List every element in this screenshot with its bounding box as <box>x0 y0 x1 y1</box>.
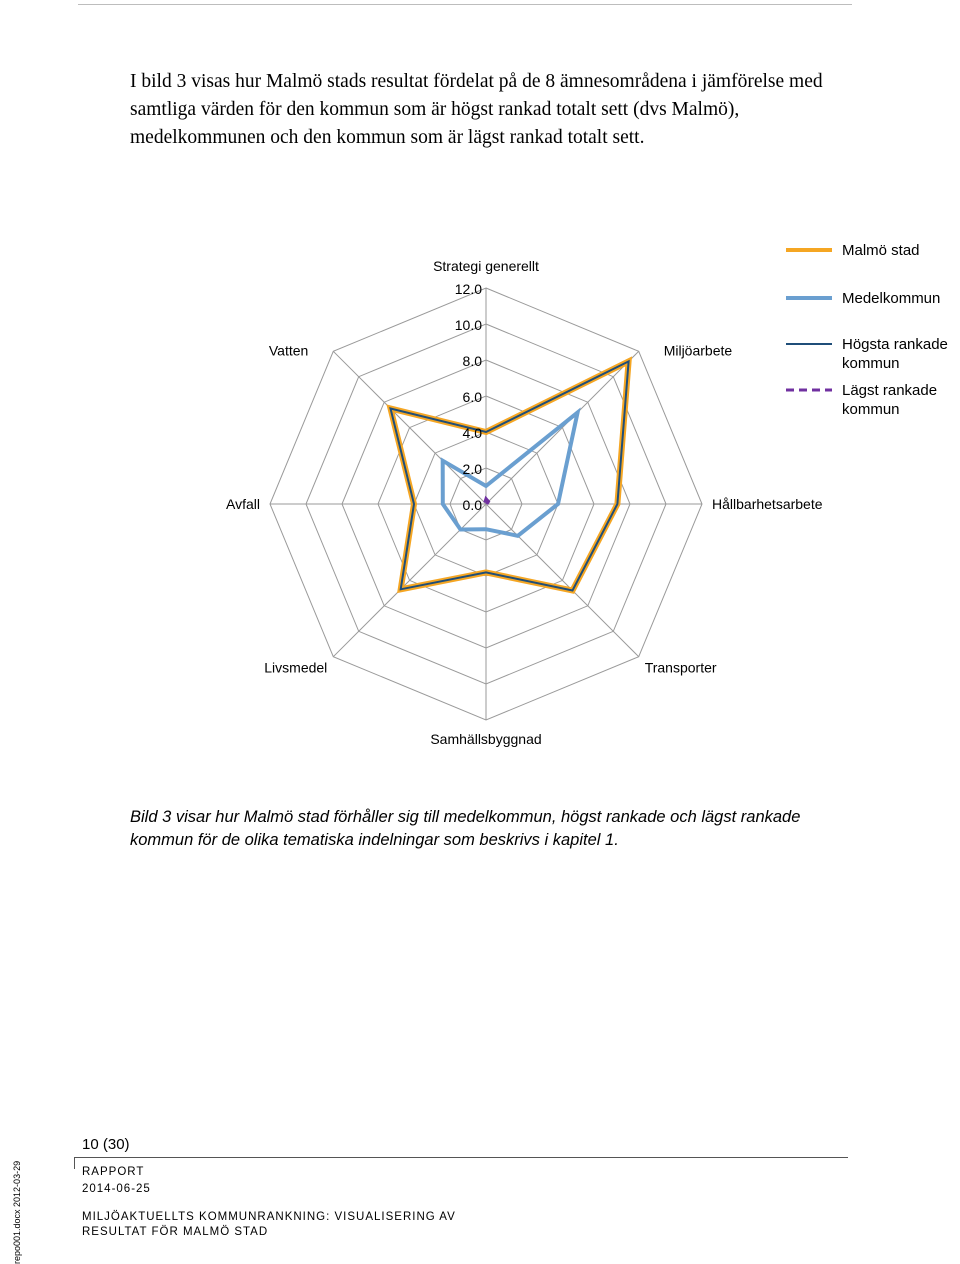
axis-label: Transporter <box>645 660 717 676</box>
grid-spoke <box>485 503 640 658</box>
tick-label: 6.0 <box>463 389 483 405</box>
footer-date: 2014-06-25 <box>82 1183 151 1195</box>
legend-label-line: kommun <box>842 355 900 372</box>
footer-tick <box>74 1157 75 1169</box>
intro-paragraph: I bild 3 visas hur Malmö stads resultat … <box>130 71 823 148</box>
footer-title-line-2: RESULTAT FÖR MALMÖ STAD <box>82 1226 269 1238</box>
legend-label: Medelkommun <box>842 290 940 307</box>
radar-chart-svg: 0.0 2.0 4.0 6.0 8.0 10.0 12.0 Strategi generell… <box>226 242 948 747</box>
top-rule <box>78 4 852 5</box>
axis-label: Avfall <box>226 496 260 512</box>
series-line-l-gst-rankade-kommun <box>483 495 491 507</box>
footer-rule <box>74 1157 848 1158</box>
tick-label: 2.0 <box>463 461 483 477</box>
axis-label: Strategi generellt <box>433 258 539 274</box>
tick-label: 10.0 <box>455 317 482 333</box>
series-line-medelkommun <box>440 407 581 538</box>
axis-label: Vatten <box>269 342 308 358</box>
footer-title-line-1: MILJÖAKTUELLTS KOMMUNRANKNING: VISUALISE… <box>82 1211 456 1223</box>
tick-label: 0.0 <box>463 497 483 513</box>
radar-chart: 0.0 2.0 4.0 6.0 8.0 10.0 12.0 Strategi generell… <box>0 240 960 760</box>
legend-label-line: Medelkommun <box>842 290 940 307</box>
footer-doc-type: RAPPORT <box>82 1166 145 1178</box>
tick-label: 4.0 <box>463 425 483 441</box>
tick-label: 12.0 <box>455 281 482 297</box>
side-file-label: repo001.docx 2012-03-29 <box>12 1160 22 1264</box>
legend-label: Lägst rankade kommun <box>842 382 937 418</box>
series-line-h-gsta-rankade-kommun <box>389 359 630 592</box>
axis-label: Miljöarbete <box>664 342 733 358</box>
tick-label: 8.0 <box>463 353 483 369</box>
legend-label: Högsta rankade kommun <box>842 336 948 372</box>
axis-label: Samhällsbyggnad <box>430 731 541 747</box>
legend-label-line: Malmö stad <box>842 242 920 259</box>
grid-spoke <box>332 350 487 505</box>
legend-label-line: Högsta rankade <box>842 336 948 353</box>
page-number: 10 (30) <box>82 1136 130 1153</box>
series-line-malm-stad <box>386 356 633 594</box>
grid-spoke <box>485 350 640 505</box>
figure-caption: Bild 3 visar hur Malmö stad förhåller si… <box>130 808 801 849</box>
legend-label-line: kommun <box>842 401 900 418</box>
axis-label: Hållbarhetsarbete <box>712 496 823 512</box>
legend-label-line: Lägst rankade <box>842 382 937 399</box>
legend-label: Malmö stad <box>842 242 920 259</box>
axis-label: Livsmedel <box>264 660 327 676</box>
